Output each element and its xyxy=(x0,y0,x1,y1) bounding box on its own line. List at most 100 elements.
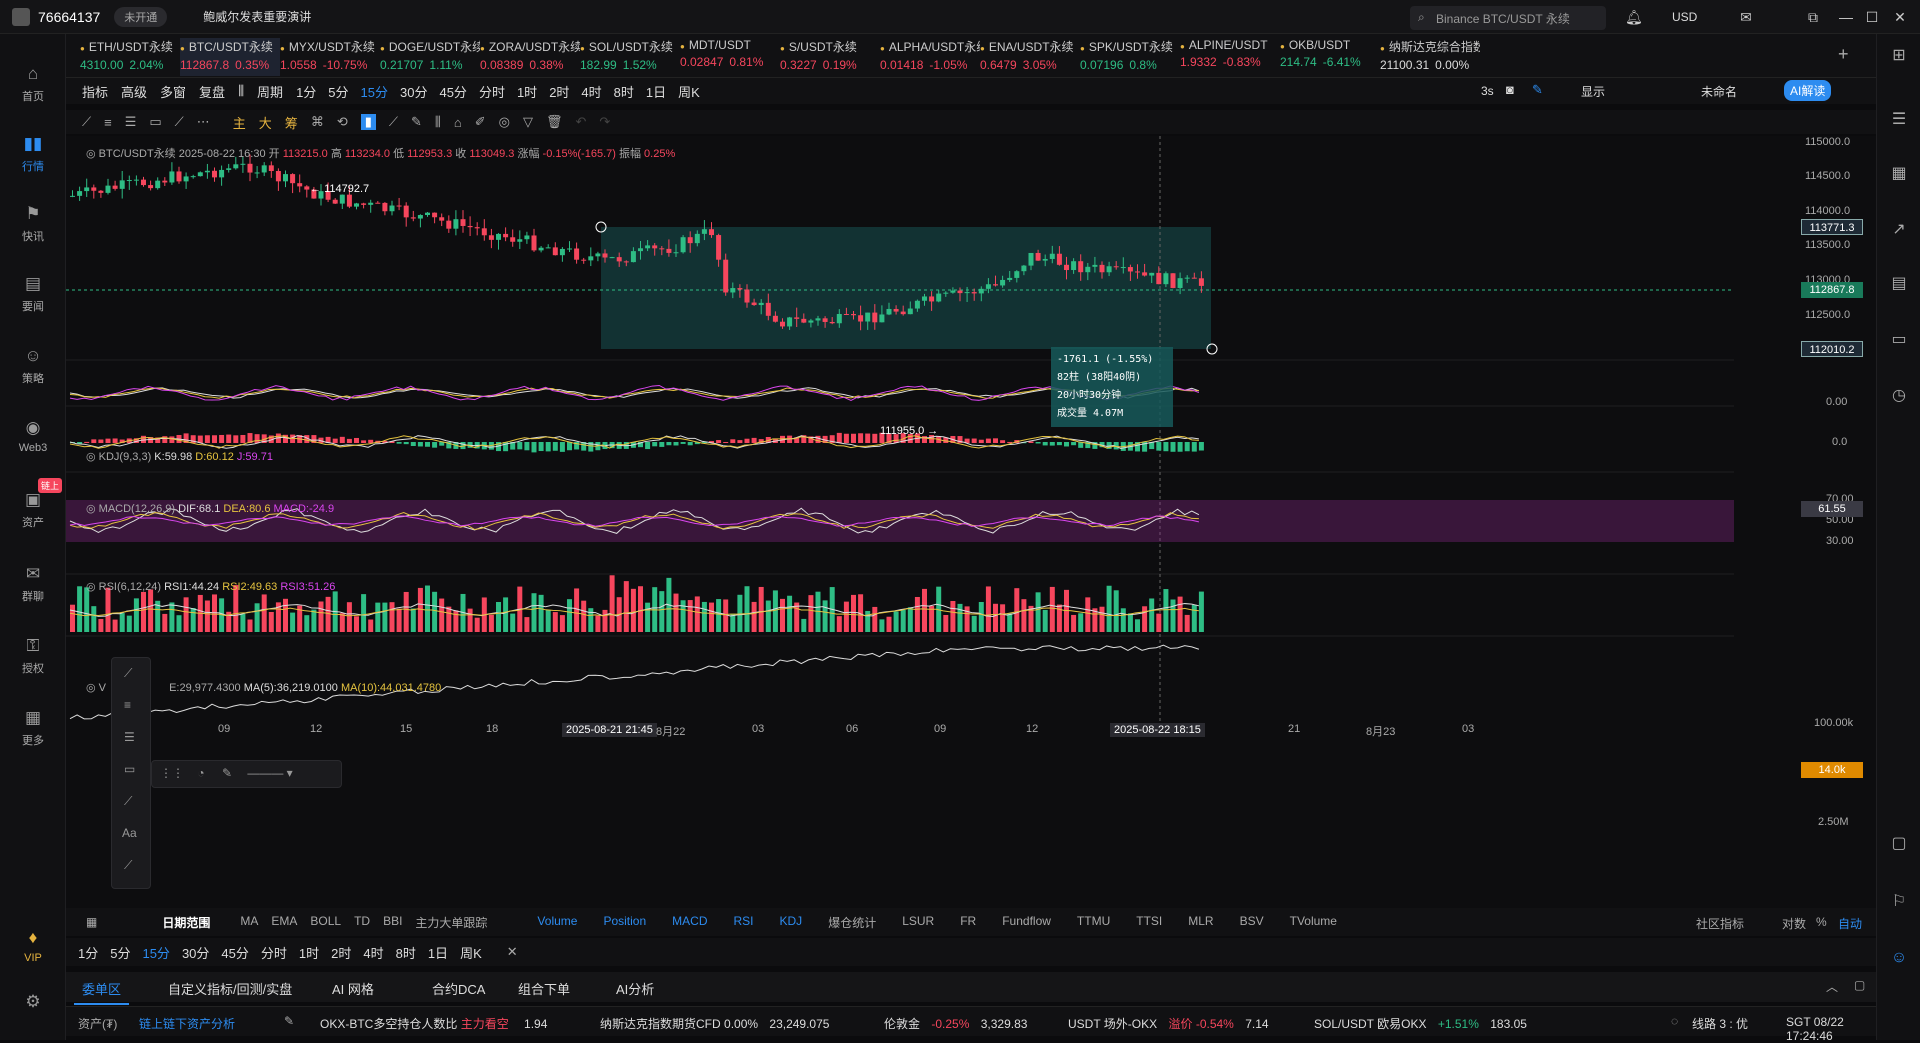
advanced-button[interactable]: 高级 xyxy=(121,84,148,100)
tf-bottom-11[interactable]: 周K xyxy=(460,945,482,961)
verify-badge[interactable]: 未开通 xyxy=(114,6,168,27)
sub-indicator-4[interactable]: KDJ xyxy=(779,913,803,928)
indicator-button[interactable]: 指标 xyxy=(82,84,109,100)
ticker-5[interactable]: SOL/USDT永续 182.991.52% xyxy=(580,38,680,76)
large-order-mark[interactable]: 大 xyxy=(258,115,272,131)
log-toggle[interactable]: 对数 xyxy=(1782,917,1807,931)
line-style-select[interactable]: ——— ▾ xyxy=(247,766,293,780)
tf-top-0[interactable]: 1分 xyxy=(296,84,317,100)
redo-icon[interactable]: ↷ xyxy=(599,114,611,129)
currency-select[interactable]: USD xyxy=(1672,10,1698,24)
nav-vip[interactable]: ♦ VIP xyxy=(0,928,66,964)
tab-5[interactable]: AI分析 xyxy=(616,982,655,997)
search-input[interactable]: ⌕ Binance BTC/USDT 永续 xyxy=(1410,6,1606,30)
nav-strategy[interactable]: ☺ 策略 xyxy=(22,346,44,385)
ticker-13[interactable]: 纳斯达克综合指数 21100.310.00% xyxy=(1380,38,1480,76)
chart-area[interactable]: ◎ BTC/USDT永续 2025-08-22 16:30 开 113215.0… xyxy=(66,136,1876,908)
tf-bottom-9[interactable]: 8时 xyxy=(395,945,416,961)
mail-icon[interactable]: ✉ xyxy=(1740,9,1752,25)
brush-icon[interactable]: ✎ xyxy=(410,114,422,129)
ruler-icon[interactable]: ⟋ xyxy=(388,114,398,129)
tf-bottom-4[interactable]: 45分 xyxy=(221,945,249,961)
main-indicator-5[interactable]: 主力大单跟踪 xyxy=(415,915,488,930)
ray-tool-icon[interactable]: ⟋ xyxy=(124,794,133,808)
undo-icon[interactable]: ↶ xyxy=(575,114,587,129)
percent-toggle[interactable]: % xyxy=(1816,915,1827,929)
nav-more[interactable]: ▦ 更多 xyxy=(22,708,44,747)
calc-icon[interactable]: ▤ xyxy=(1891,275,1907,292)
tf-bottom-1[interactable]: 5分 xyxy=(110,945,131,961)
ticker-12[interactable]: OKB/USDT 214.74-6.41% xyxy=(1280,38,1380,76)
ticker-1[interactable]: BTC/USDT永续 112867.80.35% xyxy=(180,38,280,76)
tf-bottom-8[interactable]: 4时 xyxy=(363,945,384,961)
main-indicator-3[interactable]: TD xyxy=(354,913,371,928)
ticker-11[interactable]: ALPINE/USDT 1.9332-0.83% xyxy=(1180,38,1280,76)
sub-indicator-8[interactable]: Fundflow xyxy=(1002,913,1051,928)
sub-indicator-0[interactable]: Volume xyxy=(537,913,578,928)
rect-tool-icon[interactable]: ▭ xyxy=(124,762,136,776)
tf-top-9[interactable]: 8时 xyxy=(613,84,634,100)
sub-indicator-5[interactable]: 爆仓统计 xyxy=(828,915,877,930)
measure-icon[interactable]: ⟲ xyxy=(336,114,348,129)
nav-news[interactable]: ⚑ 快讯 xyxy=(22,204,44,243)
tab-2[interactable]: AI 网格 xyxy=(332,982,374,997)
tf-top-3[interactable]: 30分 xyxy=(400,84,428,100)
nav-home[interactable]: ⌂ 首页 xyxy=(22,64,44,103)
tf-bottom-10[interactable]: 1日 xyxy=(427,945,449,961)
edit-icon[interactable]: ✎ xyxy=(284,1014,295,1028)
close-icon[interactable]: ✕ xyxy=(506,944,518,959)
multiwindow-button[interactable]: 多窗 xyxy=(160,84,187,100)
pattern-icon[interactable]: ⫼ xyxy=(434,114,441,129)
text-tool-icon[interactable]: Aa xyxy=(122,826,137,840)
refresh-rate[interactable]: 3s xyxy=(1481,84,1494,98)
bookmark-icon[interactable]: ▮ xyxy=(360,114,376,130)
status-item-gold[interactable]: 伦敦金 -0.25% 3,329.83 xyxy=(884,1017,1028,1031)
status-item-longshort[interactable]: OKX-BTC多空持仓人数比 主力看空 1.94 xyxy=(320,1017,548,1031)
calendar-icon[interactable]: ▦ xyxy=(1891,165,1907,182)
more-tools-icon[interactable]: ⋯ xyxy=(196,114,210,129)
status-item-nasdaq[interactable]: 纳斯达克指数期货CFD 0.00% 23,249.075 xyxy=(600,1017,830,1031)
magnet-icon[interactable]: ⌘ xyxy=(310,114,324,129)
nav-assets[interactable]: 链上 ▣ 资产 xyxy=(0,478,66,530)
maximize-icon[interactable]: ☐ xyxy=(1865,9,1879,25)
orderbook-icon[interactable]: ☰ xyxy=(1891,111,1907,128)
connection-line[interactable]: 线路 3 : 优 xyxy=(1692,1017,1749,1031)
tf-top-4[interactable]: 45分 xyxy=(439,84,467,100)
rect-tool-icon[interactable]: ▭ xyxy=(149,114,162,129)
chart-type-icon[interactable]: ⫼ xyxy=(238,83,245,98)
period-button[interactable]: 周期 xyxy=(257,84,284,100)
ticker-8[interactable]: ALPHA/USDT永续 0.01418-1.05% xyxy=(880,38,980,76)
ai-explain-button[interactable]: AI解读 xyxy=(1784,80,1832,101)
display-button[interactable]: 显示 xyxy=(1581,85,1606,99)
auto-toggle[interactable]: 自动 xyxy=(1838,917,1863,931)
arrow-tool-icon[interactable]: ⟋ xyxy=(124,858,133,872)
close-icon[interactable]: ✕ xyxy=(1894,9,1906,25)
status-item-sol[interactable]: SOL/USDT 欧易OKX +1.51% 183.05 xyxy=(1314,1017,1527,1031)
sub-indicator-10[interactable]: TTSI xyxy=(1136,913,1163,928)
alert-icon[interactable]: ⚐ xyxy=(1891,893,1907,910)
news-notice[interactable]: 鲍威尔发表重要演讲 xyxy=(203,10,312,24)
sub-indicator-3[interactable]: RSI xyxy=(733,913,754,928)
main-indicator-4[interactable]: BBI xyxy=(383,913,403,928)
sub-indicator-13[interactable]: TVolume xyxy=(1289,913,1337,928)
nav-web3[interactable]: ◉ Web3 xyxy=(18,418,48,454)
nav-articles[interactable]: ▤ 要闻 xyxy=(22,274,44,313)
tf-top-1[interactable]: 5分 xyxy=(328,84,349,100)
ray-tool-icon[interactable]: ⟋ xyxy=(174,114,184,129)
eye-icon[interactable]: ◎ xyxy=(86,148,96,160)
tf-bottom-0[interactable]: 1分 xyxy=(78,945,99,961)
add-ticker-icon[interactable]: + xyxy=(1838,44,1849,64)
sub-indicator-6[interactable]: LSUR xyxy=(902,913,935,928)
tf-bottom-7[interactable]: 2时 xyxy=(331,945,352,961)
bell-icon[interactable]: 🔔︎ xyxy=(1625,9,1643,25)
settings-icon[interactable]: ⚙ xyxy=(25,992,41,1011)
hline-tool-icon[interactable]: ≡ xyxy=(104,114,112,130)
collapse-icon[interactable]: ︿ xyxy=(1826,980,1839,994)
trend-icon[interactable]: ↗ xyxy=(1892,221,1906,238)
asset-analysis-link[interactable]: 链上链下资产分析 xyxy=(139,1017,236,1031)
layout-name[interactable]: 未命名 xyxy=(1701,85,1738,99)
clock-icon[interactable]: ◷ xyxy=(1892,387,1906,404)
